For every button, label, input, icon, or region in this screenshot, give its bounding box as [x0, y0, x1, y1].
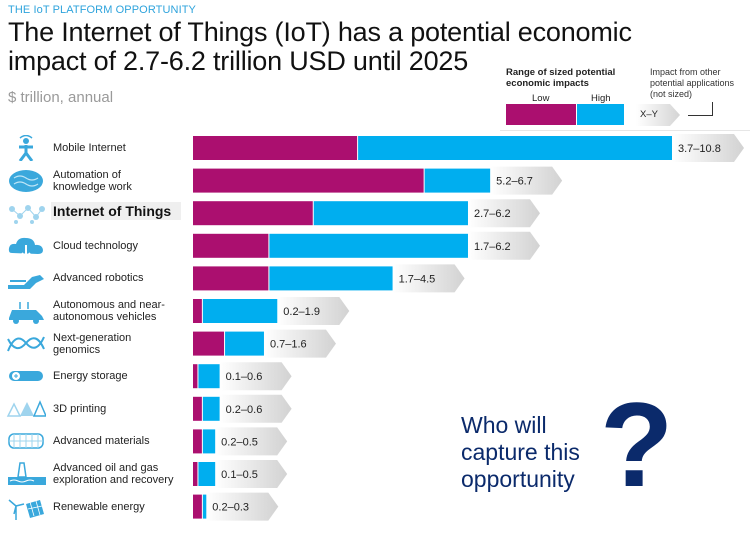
car-icon: [9, 302, 44, 324]
callout-line: Who will: [461, 412, 547, 438]
bar-tag-arrow: [215, 427, 288, 456]
callout-text: Who will capture this opportunity: [461, 412, 580, 493]
bar-high: [358, 136, 672, 160]
bar-low: [193, 299, 202, 323]
data-label: 5.2–6.7: [496, 176, 533, 188]
dna-icon: [7, 336, 45, 351]
bar-tag-arrow: [206, 492, 279, 521]
robot-arm-icon: [8, 275, 44, 290]
bar-tag-arrow: [672, 134, 744, 162]
kicker: THE IoT PLATFORM OPPORTUNITY: [8, 4, 196, 16]
mesh-icon: [8, 433, 44, 450]
data-label: 0.1–0.6: [226, 371, 263, 383]
bar-low: [193, 168, 424, 193]
category-label: Next-generation genomics: [53, 331, 132, 356]
data-label: 1.7–6.2: [474, 241, 511, 253]
category-label: Advanced materials: [53, 435, 150, 448]
bar-low: [193, 462, 198, 486]
brain-icon: [9, 169, 43, 192]
wind-solar-icon: [8, 499, 44, 520]
bar-high: [269, 233, 468, 258]
person-wifi-icon: [18, 135, 34, 161]
data-label: 3.7–10.8: [678, 143, 721, 155]
bar-high: [202, 396, 220, 421]
bar-high: [198, 462, 216, 486]
oil-rig-icon: [8, 462, 46, 485]
unit-label: $ trillion, annual: [8, 89, 114, 106]
bar-low: [193, 429, 202, 454]
bar-tag-arrow: [392, 264, 465, 293]
bar-low: [193, 136, 358, 160]
data-label: 0.7–1.6: [270, 339, 307, 351]
bar-low: [193, 494, 202, 519]
bar-low: [193, 364, 198, 389]
arrow-shape-icon: [636, 104, 680, 126]
bar-low: [193, 331, 225, 356]
question-mark: ?: [600, 378, 674, 512]
bar-tag-arrow: [263, 329, 336, 358]
data-label: 1.7–4.5: [399, 273, 436, 285]
data-label: 0.2–0.6: [226, 404, 263, 416]
category-label: Cloud technology: [53, 239, 139, 252]
bar-tag-arrow: [467, 199, 540, 228]
bar-low: [193, 266, 269, 291]
data-label: 0.2–0.3: [212, 502, 249, 514]
bar-tag-arrow: [219, 394, 292, 423]
data-label: 0.2–1.9: [283, 306, 320, 318]
bar-high: [202, 494, 207, 519]
bar-low: [193, 233, 269, 258]
category-label: Internet of Things: [51, 202, 182, 221]
legend-low-swatch: [506, 104, 576, 125]
bar-high: [202, 429, 216, 454]
data-label: 0.1–0.5: [221, 469, 258, 481]
bar-high: [198, 364, 220, 389]
category-label: Advanced oil and gas exploration and reco…: [53, 462, 174, 486]
legend-low-label: Low: [532, 93, 550, 104]
battery-icon: [9, 371, 43, 382]
bar-high: [225, 331, 264, 356]
legend-bracket: [688, 102, 713, 116]
legend-high-swatch: [577, 104, 624, 125]
legend-xy-text: X–Y: [640, 109, 658, 120]
category-label: Renewable energy: [53, 500, 145, 513]
callout-line: capture this: [461, 439, 580, 465]
bar-tag-arrow: [467, 231, 540, 260]
bar-tag-arrow: [215, 460, 288, 488]
legend-xy-arrow: X–Y: [636, 104, 680, 126]
category-label: Automation of knowledge work: [53, 168, 132, 193]
callout-line: opportunity: [461, 466, 575, 492]
category-label: Advanced robotics: [53, 272, 144, 285]
category-label: Autonomous and near-autonomous vehicles: [53, 299, 165, 323]
bar-high: [269, 266, 393, 291]
legend-divider: [500, 130, 750, 131]
data-label: 0.2–0.5: [221, 436, 258, 448]
legend-range-title: Range of sized potential economic impact…: [506, 67, 616, 89]
bar-low: [193, 396, 202, 421]
3d-shapes-icon: [6, 399, 46, 417]
category-label: Mobile Internet: [53, 142, 126, 154]
legend-high-label: High: [591, 93, 611, 104]
bar-high: [202, 299, 278, 323]
bar-tag-arrow: [219, 362, 292, 391]
bar-low: [193, 201, 313, 226]
page-title: The Internet of Things (IoT) has a poten…: [8, 17, 632, 76]
network-icon: [9, 205, 45, 225]
category-label: Energy storage: [53, 370, 128, 383]
category-label: 3D printing: [53, 402, 107, 415]
data-label: 2.7–6.2: [474, 208, 511, 220]
bar-high: [313, 201, 468, 226]
bar-tag-arrow: [490, 166, 563, 195]
bar-tag-arrow: [277, 297, 350, 325]
bar-high: [424, 168, 491, 193]
cloud-icon: [8, 237, 44, 259]
legend-other-label: Impact from other potential applications…: [650, 67, 735, 99]
